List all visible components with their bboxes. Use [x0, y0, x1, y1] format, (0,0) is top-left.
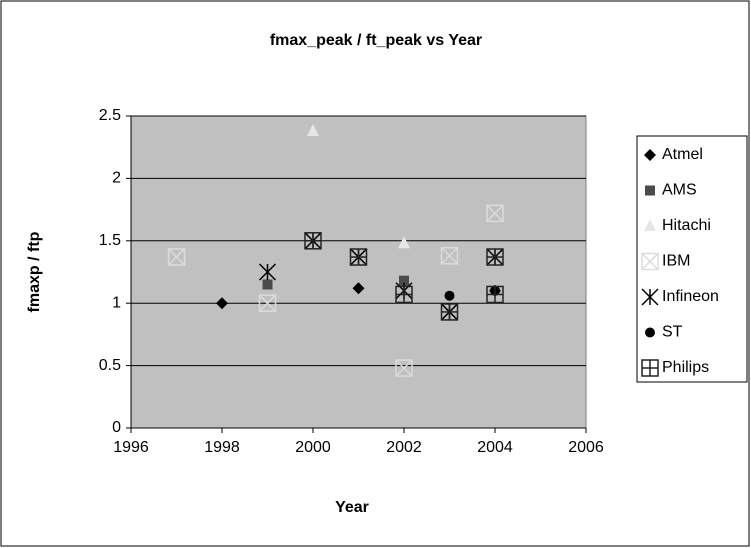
legend-label: ST	[662, 324, 683, 341]
legend-label: Philips	[662, 359, 709, 376]
marker	[486, 204, 504, 223]
marker	[352, 282, 365, 295]
marker	[307, 123, 319, 136]
marker-part	[444, 290, 455, 301]
x-tick-label: 2000	[295, 439, 331, 456]
marker	[258, 263, 277, 281]
x-tick-label: 1996	[113, 439, 149, 456]
marker	[216, 297, 228, 310]
marker-part	[307, 123, 319, 136]
legend-label: IBM	[662, 253, 690, 270]
legend-label: AMS	[662, 182, 697, 199]
marker	[395, 359, 413, 377]
marker-part	[644, 219, 656, 231]
marker	[486, 248, 504, 266]
marker-part	[167, 248, 186, 266]
marker-part	[395, 359, 413, 377]
marker-part	[398, 236, 410, 249]
y-tick-label: 1	[112, 294, 121, 311]
marker	[399, 275, 409, 286]
marker	[444, 290, 455, 301]
marker-part	[641, 252, 659, 271]
marker-part	[352, 282, 365, 295]
marker	[645, 185, 655, 196]
y-tick-label: 2.5	[99, 107, 121, 124]
marker-part	[641, 252, 659, 271]
y-axis-label: fmaxp / ftp	[26, 231, 43, 312]
marker-part	[262, 279, 273, 290]
marker-part	[258, 294, 277, 312]
marker-part	[395, 359, 413, 377]
marker	[258, 294, 277, 312]
marker-part	[216, 297, 228, 310]
marker	[644, 149, 656, 161]
x-tick-label: 2006	[568, 439, 604, 456]
x-tick-label: 2004	[477, 439, 513, 456]
marker-part	[440, 247, 459, 265]
marker	[167, 248, 186, 266]
marker-part	[440, 247, 459, 265]
marker	[262, 279, 273, 290]
plot-area	[130, 115, 587, 429]
legend-label: Infineon	[662, 288, 719, 305]
y-tick-label: 0	[112, 419, 121, 436]
marker	[349, 248, 368, 266]
marker	[398, 236, 410, 249]
marker	[645, 327, 655, 338]
marker	[304, 232, 322, 250]
x-tick-label: 1998	[204, 439, 240, 456]
chart-title: fmax_peak / ft_peak vs Year	[270, 32, 482, 49]
marker	[395, 285, 413, 304]
marker	[486, 285, 504, 304]
legend-label: Atmel	[662, 146, 703, 163]
marker	[644, 219, 656, 231]
marker-part	[258, 294, 277, 312]
marker	[641, 359, 659, 377]
marker	[440, 247, 459, 265]
y-tick-label: 1.5	[99, 232, 121, 249]
x-tick-label: 2002	[386, 439, 422, 456]
x-axis-label: Year	[335, 499, 369, 516]
marker-part	[167, 248, 186, 266]
legend-box	[636, 135, 748, 383]
marker	[641, 288, 659, 306]
marker-part	[645, 327, 655, 338]
legend-label: Hitachi	[662, 217, 711, 234]
y-tick-label: 2	[112, 170, 121, 187]
marker	[440, 303, 459, 321]
marker	[641, 252, 659, 271]
marker-part	[644, 149, 656, 161]
marker-part	[486, 204, 504, 222]
y-tick-label: 0.5	[99, 357, 121, 374]
marker-part	[399, 275, 409, 286]
marker-part	[486, 204, 504, 223]
marker-part	[645, 185, 655, 196]
